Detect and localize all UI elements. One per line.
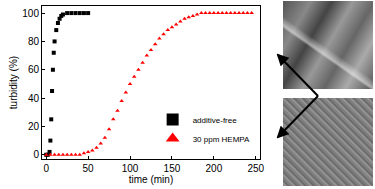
svg-text:200: 200	[206, 163, 223, 174]
svg-text:150: 150	[164, 163, 181, 174]
svg-text:0: 0	[43, 163, 49, 174]
svg-text:50: 50	[83, 163, 95, 174]
svg-text:80: 80	[28, 36, 40, 47]
svg-text:250: 250	[247, 163, 264, 174]
svg-text:30 ppm HEMPA: 30 ppm HEMPA	[193, 135, 250, 144]
svg-text:100: 100	[122, 163, 139, 174]
svg-text:100: 100	[22, 8, 39, 19]
svg-text:additive-free: additive-free	[193, 116, 238, 125]
svg-text:time (min): time (min)	[129, 174, 173, 185]
svg-text:turbidity (%): turbidity (%)	[8, 56, 19, 109]
svg-text:60: 60	[28, 64, 40, 75]
svg-text:40: 40	[28, 93, 40, 104]
svg-text:0: 0	[33, 149, 39, 160]
svg-text:20: 20	[28, 121, 40, 132]
